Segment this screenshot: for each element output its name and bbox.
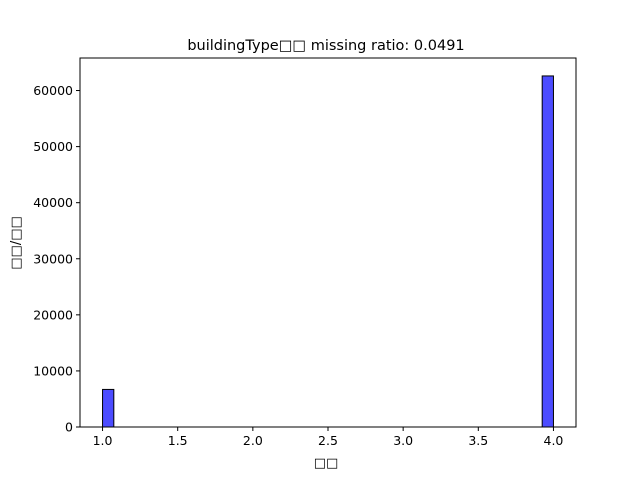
plot-frame	[79, 57, 577, 428]
x-axis-label: □□	[314, 456, 339, 471]
y-tick-label: 0	[65, 420, 73, 435]
x-tick-label: 2.5	[318, 433, 338, 448]
bar-0	[102, 388, 115, 428]
y-axis-label: □□/□□	[9, 216, 24, 270]
y-tick-label: 50000	[33, 139, 73, 154]
bar-1	[541, 75, 554, 428]
x-tick-label: 1.0	[93, 433, 113, 448]
y-tick-label: 40000	[33, 195, 73, 210]
y-tick-label: 60000	[33, 83, 73, 98]
x-tick-label: 3.0	[393, 433, 413, 448]
y-tick-label: 10000	[33, 363, 73, 378]
x-tick-label: 1.5	[168, 433, 188, 448]
y-tick-label: 30000	[33, 251, 73, 266]
chart-title: buildingType□□ missing ratio: 0.0491	[187, 38, 464, 54]
y-ticks: 0 10000 20000 30000 40000 50000 60000	[33, 83, 80, 435]
y-tick-label: 20000	[33, 307, 73, 322]
x-tick-label: 3.5	[468, 433, 488, 448]
x-ticks: 1.0 1.5 2.0 2.5 3.0 3.5 4.0	[93, 427, 564, 448]
x-tick-label: 4.0	[544, 433, 564, 448]
x-tick-label: 2.0	[243, 433, 263, 448]
